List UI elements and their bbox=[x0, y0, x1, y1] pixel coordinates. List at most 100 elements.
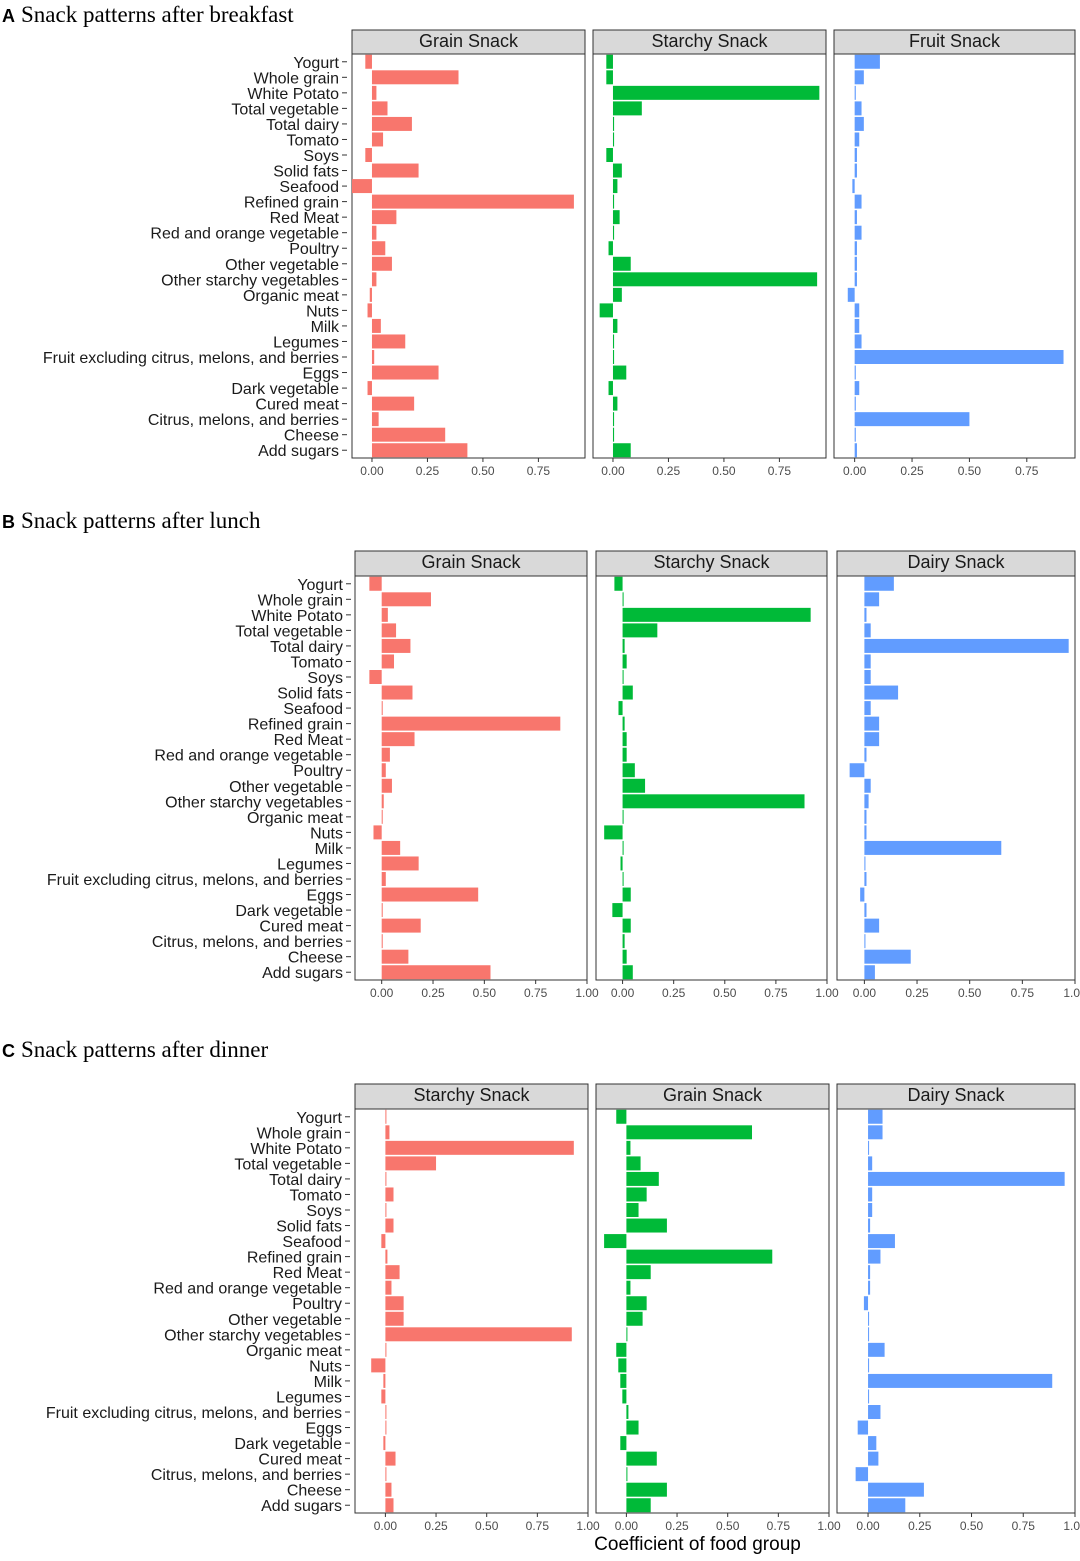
x-tick-label: 0.00 bbox=[853, 986, 877, 1000]
category-label: Citrus, melons, and berries bbox=[151, 1467, 342, 1484]
bar-grain-snack bbox=[626, 1203, 639, 1217]
bar-starchy-snack bbox=[612, 101, 642, 116]
facet-title: Starchy Snack bbox=[653, 552, 770, 572]
bar-starchy-snack bbox=[385, 1171, 387, 1186]
bar-grain-snack bbox=[381, 887, 479, 902]
category-label: Red Meat bbox=[270, 210, 340, 227]
x-tick-label: 0.75 bbox=[764, 986, 788, 1000]
bar-fruit-snack bbox=[854, 225, 862, 240]
bar-dairy-snack bbox=[868, 1109, 883, 1124]
x-tick-label: 0.00 bbox=[843, 464, 867, 478]
bar-grain-snack bbox=[626, 1265, 651, 1280]
category-label: Nuts bbox=[309, 1358, 342, 1375]
bar-starchy-snack bbox=[612, 210, 620, 225]
bar-starchy-snack bbox=[385, 1140, 574, 1155]
category-label: Add sugars bbox=[261, 1498, 342, 1515]
facet-title: Starchy Snack bbox=[413, 1085, 530, 1105]
bar-grain-snack bbox=[626, 1187, 647, 1202]
bar-grain-snack bbox=[371, 116, 412, 131]
category-label: Total dairy bbox=[266, 117, 339, 134]
x-tick-label: 0.00 bbox=[611, 986, 635, 1000]
bar-fruit-snack bbox=[854, 443, 857, 458]
x-tick-label: 0.50 bbox=[716, 1519, 740, 1533]
facet-title: Dairy Snack bbox=[907, 552, 1005, 572]
bar-grain-snack bbox=[626, 1156, 641, 1171]
category-label: Organic meat bbox=[247, 810, 344, 827]
x-tick-label: 0.25 bbox=[416, 464, 440, 478]
bar-grain-snack bbox=[616, 1342, 627, 1357]
bar-dairy-snack bbox=[868, 1373, 1053, 1388]
bar-grain-snack bbox=[626, 1451, 657, 1466]
bar-starchy-snack bbox=[385, 1467, 387, 1482]
category-label: Cheese bbox=[284, 428, 339, 445]
bar-starchy-snack bbox=[385, 1280, 392, 1295]
bar-starchy-snack bbox=[385, 1498, 394, 1513]
bar-grain-snack bbox=[369, 576, 382, 591]
bar-grain-snack bbox=[381, 856, 419, 871]
category-label: Cured meat bbox=[259, 919, 343, 936]
x-tick-label: 0.00 bbox=[856, 1519, 880, 1533]
category-label: Red and orange vegetable bbox=[150, 226, 339, 243]
bar-dairy-snack bbox=[864, 592, 880, 607]
bar-starchy-snack bbox=[385, 1203, 387, 1217]
x-tick-label: 0.75 bbox=[527, 464, 551, 478]
bar-grain-snack bbox=[381, 840, 401, 855]
bar-starchy-snack bbox=[622, 607, 811, 622]
x-tick-label: 0.25 bbox=[662, 986, 686, 1000]
bar-fruit-snack bbox=[854, 350, 1064, 364]
x-tick-label: 0.25 bbox=[424, 1519, 448, 1533]
category-label: Total dairy bbox=[270, 639, 343, 656]
bar-grain-snack bbox=[369, 670, 382, 684]
category-label: Fruit excluding citrus, melons, and berr… bbox=[43, 350, 339, 367]
bar-grain-snack bbox=[381, 607, 388, 622]
category-label: Eggs bbox=[306, 1421, 342, 1438]
category-label: Cheese bbox=[288, 950, 343, 967]
bar-grain-snack bbox=[381, 747, 390, 762]
bar-starchy-snack bbox=[385, 1451, 396, 1466]
bar-dairy-snack bbox=[868, 1171, 1065, 1186]
bar-starchy-snack bbox=[622, 949, 627, 964]
bar-starchy-snack bbox=[612, 396, 618, 411]
bar-grain-snack bbox=[626, 1125, 753, 1140]
bar-starchy-snack bbox=[622, 794, 805, 809]
bar-starchy-snack bbox=[604, 825, 623, 840]
category-label: Whole grain bbox=[257, 1125, 342, 1142]
x-tick-label: 1.00 bbox=[575, 986, 599, 1000]
x-tick-label: 0.75 bbox=[1012, 1519, 1036, 1533]
bar-starchy-snack bbox=[385, 1125, 390, 1140]
x-tick-label: 1.00 bbox=[815, 986, 839, 1000]
bar-starchy-snack bbox=[606, 148, 613, 162]
bar-starchy-snack bbox=[622, 732, 627, 747]
x-tick-label: 0.00 bbox=[370, 986, 394, 1000]
bar-dairy-snack bbox=[864, 638, 1069, 653]
section-title-a-text: Snack patterns after breakfast bbox=[21, 2, 294, 27]
category-label: Yogurt bbox=[293, 55, 339, 72]
bar-starchy-snack bbox=[612, 225, 615, 240]
x-tick-label: 0.75 bbox=[524, 986, 548, 1000]
bar-starchy-snack bbox=[622, 934, 625, 949]
category-label: Cheese bbox=[287, 1483, 342, 1500]
bar-dairy-snack bbox=[864, 716, 880, 731]
x-tick-label: 0.50 bbox=[471, 464, 495, 478]
bar-grain-snack bbox=[381, 903, 383, 918]
category-label: Citrus, melons, and berries bbox=[148, 412, 339, 429]
category-label: Red Meat bbox=[274, 732, 344, 749]
bar-grain-snack bbox=[626, 1280, 631, 1295]
section-letter-b: B bbox=[2, 512, 15, 532]
bar-starchy-snack bbox=[383, 1436, 386, 1451]
bar-dairy-snack bbox=[864, 825, 867, 840]
bar-starchy-snack bbox=[385, 1296, 404, 1311]
bar-grain-snack bbox=[371, 85, 377, 100]
category-label: Cured meat bbox=[258, 1452, 342, 1469]
bar-starchy-snack bbox=[622, 685, 633, 700]
bar-starchy-snack bbox=[622, 638, 625, 653]
bar-dairy-snack bbox=[868, 1156, 873, 1171]
bar-fruit-snack bbox=[854, 381, 860, 396]
category-label: Whole grain bbox=[254, 70, 339, 87]
category-label: Poultry bbox=[292, 1296, 342, 1313]
bar-fruit-snack bbox=[854, 427, 856, 442]
bar-starchy-snack bbox=[622, 670, 624, 684]
category-label: Solid fats bbox=[273, 164, 339, 181]
facet-strip bbox=[351, 29, 586, 55]
x-tick-label: 0.50 bbox=[712, 464, 736, 478]
